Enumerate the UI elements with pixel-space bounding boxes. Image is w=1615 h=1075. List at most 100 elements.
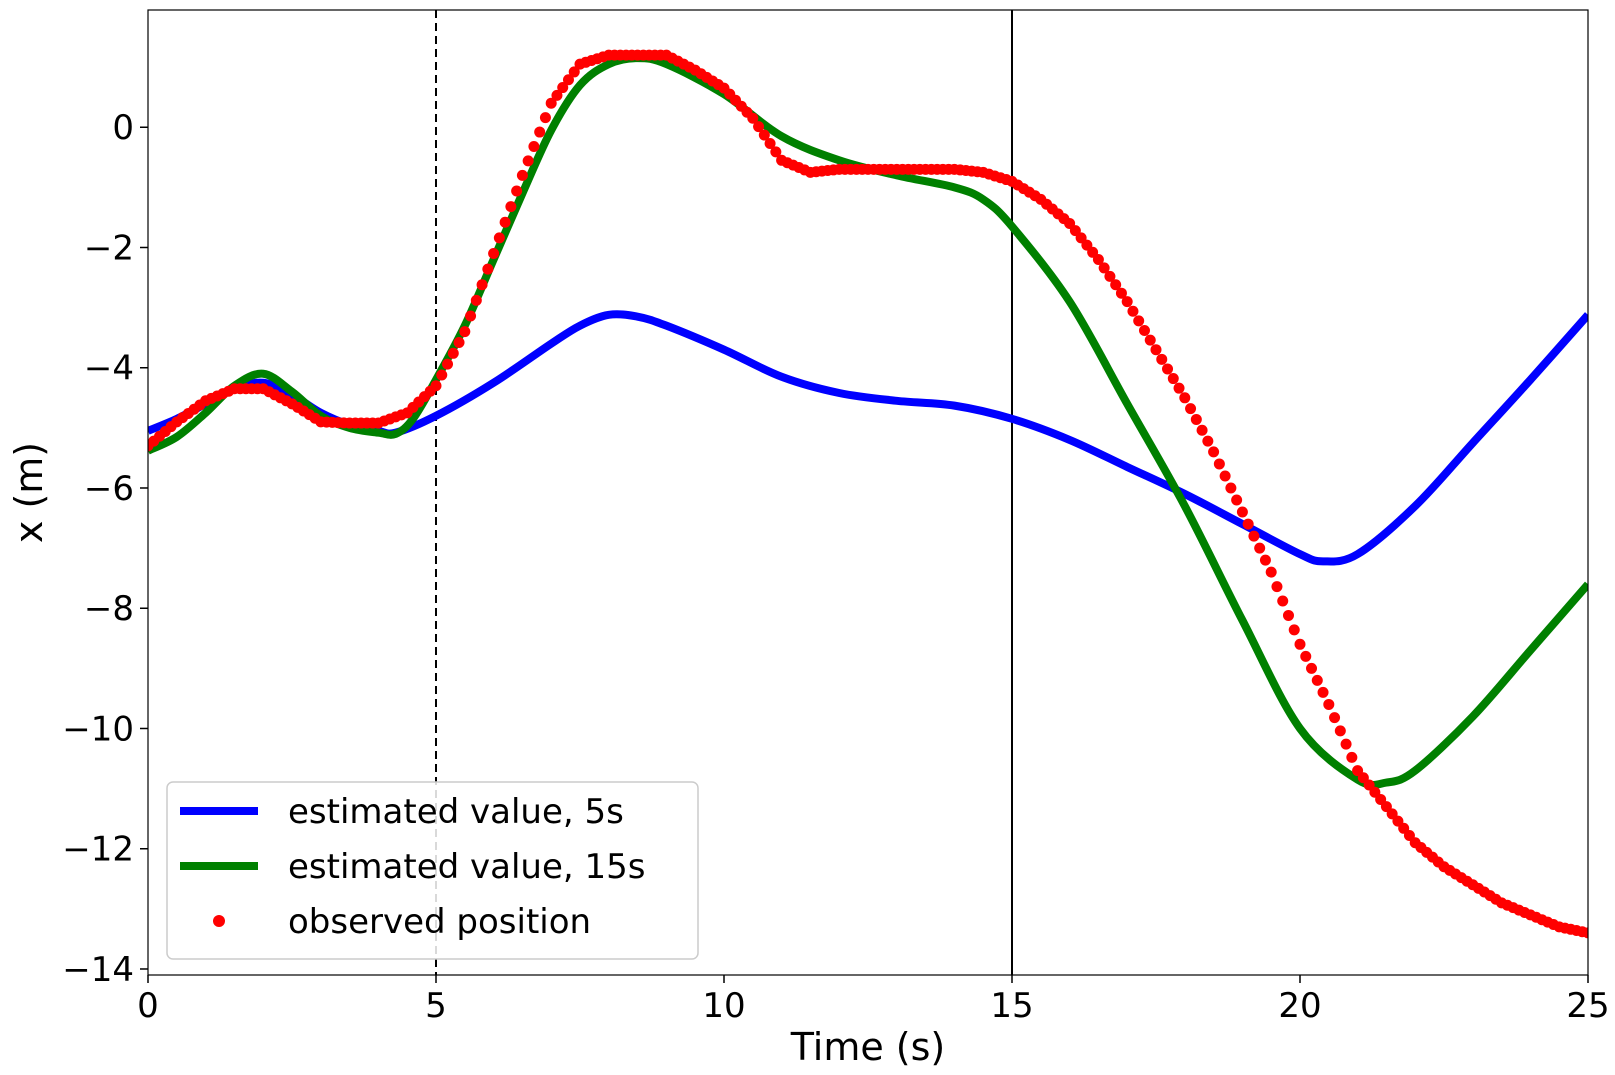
legend-label-estimated-5s: estimated value, 5s [288,792,624,832]
observed-point [1104,270,1116,282]
observed-point [528,140,540,152]
y-tick-label: −14 [62,950,134,990]
observed-point [1236,506,1248,518]
observed-point [453,336,465,348]
legend-box [166,781,699,960]
observed-point [1133,315,1145,327]
observed-point [1150,344,1162,356]
observed-point [1288,624,1300,636]
observed-point [747,112,759,124]
observed-point [1254,542,1266,554]
observed-point [539,112,551,124]
observed-point [1311,674,1323,686]
observed-point [1127,305,1139,317]
observed-point [493,232,505,244]
legend-label-observed: observed position [288,902,591,942]
observed-point [499,216,511,228]
observed-point [1167,373,1179,385]
observed-point [505,201,517,213]
observed-point [465,310,477,322]
observed-point [1115,287,1127,299]
observed-point [1265,566,1277,578]
observed-point [1282,609,1294,621]
x-tick-label: 25 [1566,986,1609,1026]
y-tick-label: −10 [62,709,134,749]
observed-point [442,358,454,370]
observed-point [770,146,782,158]
observed-point [1317,686,1329,698]
observed-point [753,121,765,133]
observed-point [476,279,488,291]
y-tick-label: −2 [84,228,134,268]
observed-point [1190,413,1202,425]
observed-point [1582,927,1588,939]
observed-point [562,74,574,86]
observed-point [1294,638,1306,650]
observed-point [1334,725,1346,737]
observed-point [1213,458,1225,470]
observed-point [511,185,523,197]
observed-point [1156,353,1168,365]
observed-point [1092,254,1104,266]
observed-points [148,49,1588,939]
y-tick-label: −4 [84,349,134,389]
observed-point [1098,262,1110,274]
observed-point [545,97,557,109]
x-tick-label: 5 [425,986,447,1026]
observed-point [488,248,500,259]
observed-point [1300,650,1312,662]
axis-ticks: 0 5 10 15 20 25 0 −2 −4 −6 −8 −10 −12 −14 [62,108,1609,1026]
observed-point [1196,424,1208,436]
observed-point [470,294,482,306]
y-tick-label: 0 [112,108,134,148]
observed-point [1219,470,1231,482]
x-tick-label: 15 [990,986,1033,1026]
x-tick-label: 10 [702,986,745,1026]
observed-point [557,82,569,94]
observed-point [1277,595,1289,607]
observed-point [1346,751,1358,763]
observed-point [1179,392,1191,404]
observed-point [1306,662,1318,674]
observed-point [1225,482,1237,494]
observed-point [1121,296,1133,308]
observed-point [522,155,534,167]
observed-point [1242,518,1254,530]
observed-point [534,126,546,138]
observed-point [568,66,580,78]
observed-point [764,137,776,149]
observed-point [447,347,459,359]
observed-point [1185,403,1197,415]
legend: estimated value, 5s estimated value, 15s… [166,781,699,960]
observed-point [1110,279,1122,291]
observed-point [1323,698,1335,710]
legend-label-estimated-15s: estimated value, 15s [288,847,645,887]
observed-point [1138,324,1150,336]
observed-point [1144,334,1156,346]
observed-point [1271,581,1283,593]
x-axis-label: Time (s) [790,1025,946,1069]
observed-point [1340,738,1352,750]
observed-point [551,89,563,101]
observed-point [436,369,448,381]
observed-point [482,263,494,275]
plot-frame [147,9,1589,976]
y-tick-label: −12 [62,830,134,870]
x-tick-label: 0 [137,986,159,1026]
observed-point [1248,530,1260,542]
observed-point [1202,435,1214,447]
legend-swatch-observed [213,915,225,927]
observed-point [1162,363,1174,375]
plot-area [148,10,1588,975]
observed-point [758,129,770,141]
observed-point [430,380,442,392]
observed-point [1259,554,1271,566]
y-tick-label: −6 [84,469,134,509]
x-tick-label: 20 [1278,986,1321,1026]
observed-point [1329,712,1341,724]
observed-point [459,326,471,338]
y-axis-label: x (m) [7,442,51,543]
observed-point [516,169,528,181]
observed-point [1173,382,1185,394]
